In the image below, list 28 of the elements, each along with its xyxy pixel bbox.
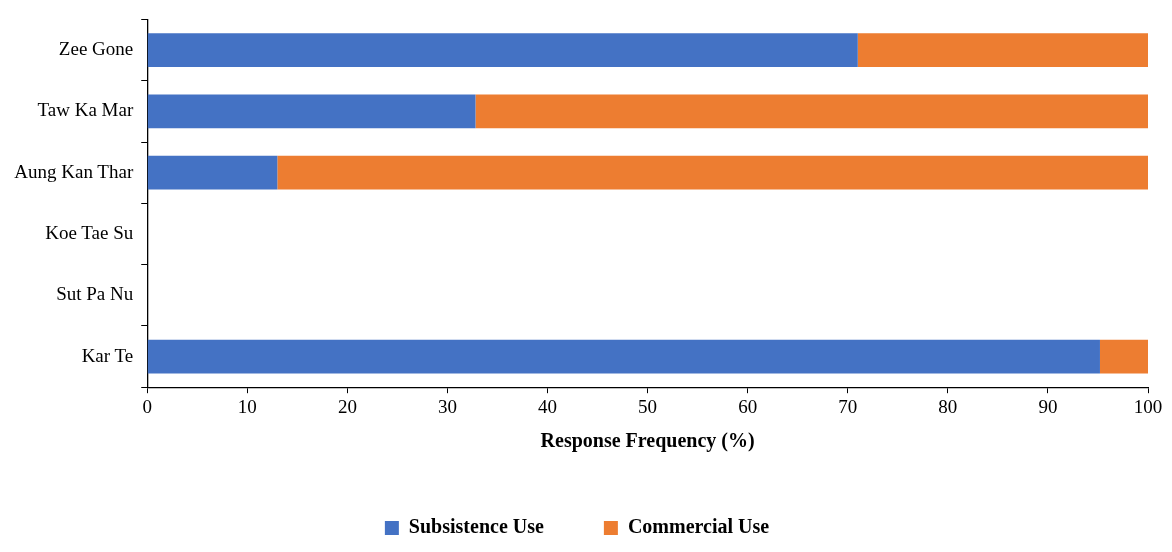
x-tick-label: 10 <box>237 395 257 417</box>
x-tick-label: 80 <box>938 395 958 417</box>
x-tick-label: 90 <box>1038 395 1058 417</box>
x-tick-label: 40 <box>538 395 558 417</box>
y-tick-label: Aung Kan Thar <box>14 160 134 182</box>
legend-label: Commercial Use <box>627 515 770 538</box>
x-tick-label: 70 <box>838 395 858 417</box>
x-tick-label: 30 <box>437 395 457 417</box>
y-tick-label: Kar Te <box>81 344 134 366</box>
bar <box>277 155 1148 190</box>
bar <box>147 155 278 190</box>
bar <box>475 94 1148 129</box>
x-tick-label: 0 <box>142 395 152 417</box>
y-tick-label: Taw Ka Mar <box>37 99 134 121</box>
x-tick-label: 50 <box>638 395 658 417</box>
x-axis-title: Response Frequency (%) <box>540 429 755 453</box>
x-tick-label: 100 <box>1133 395 1163 417</box>
x-tick-label: 60 <box>738 395 758 417</box>
y-tick-label: Sut Pa Nu <box>56 283 134 305</box>
bar <box>147 33 858 67</box>
y-tick-label: Zee Gone <box>58 38 134 60</box>
bar <box>147 94 476 129</box>
legend-label: Subsistence Use <box>408 515 544 538</box>
bar <box>1099 339 1148 374</box>
bar <box>147 339 1100 374</box>
bar <box>857 33 1148 67</box>
x-tick-label: 20 <box>337 395 357 417</box>
y-tick-label: Koe Tae Su <box>45 221 134 243</box>
